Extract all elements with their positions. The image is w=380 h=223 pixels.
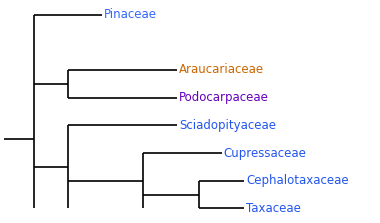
Text: Araucariaceae: Araucariaceae — [179, 64, 264, 76]
Text: Taxaceae: Taxaceae — [246, 202, 301, 215]
Text: Podocarpaceae: Podocarpaceae — [179, 91, 269, 104]
Text: Pinaceae: Pinaceae — [104, 8, 157, 21]
Text: Sciadopityaceae: Sciadopityaceae — [179, 119, 276, 132]
Text: Cupressaceae: Cupressaceae — [224, 147, 307, 159]
Text: Cephalotaxaceae: Cephalotaxaceae — [246, 174, 349, 187]
